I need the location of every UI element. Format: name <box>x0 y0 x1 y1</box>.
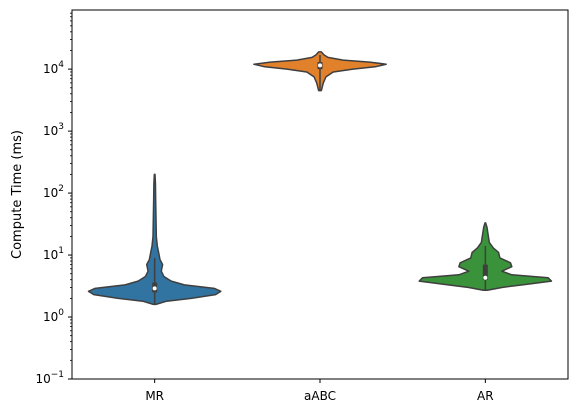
y-axis-ticks: 10−1 100 101 102 103 104 <box>35 12 72 386</box>
x-tick-label: MR <box>145 389 164 403</box>
y-axis-label: Compute Time (ms) <box>10 130 25 259</box>
x-tick-label: AR <box>477 389 494 403</box>
violin-median-point <box>152 286 157 291</box>
x-tick-label: aABC <box>304 389 336 403</box>
y-tick-label: 103 <box>43 122 64 138</box>
y-tick-label: 101 <box>43 246 64 262</box>
x-axis-ticks: MR aABC AR <box>145 379 494 403</box>
y-tick-label: 10−1 <box>35 370 64 386</box>
y-tick-label: 100 <box>43 308 64 324</box>
violin-median-point <box>318 63 322 68</box>
y-tick-label: 104 <box>43 60 64 76</box>
violin-iqr-box <box>482 264 488 280</box>
violin-layer <box>87 51 553 306</box>
violin-median-point <box>483 275 488 280</box>
violin-mr <box>87 173 222 306</box>
y-tick-label: 102 <box>43 184 64 200</box>
